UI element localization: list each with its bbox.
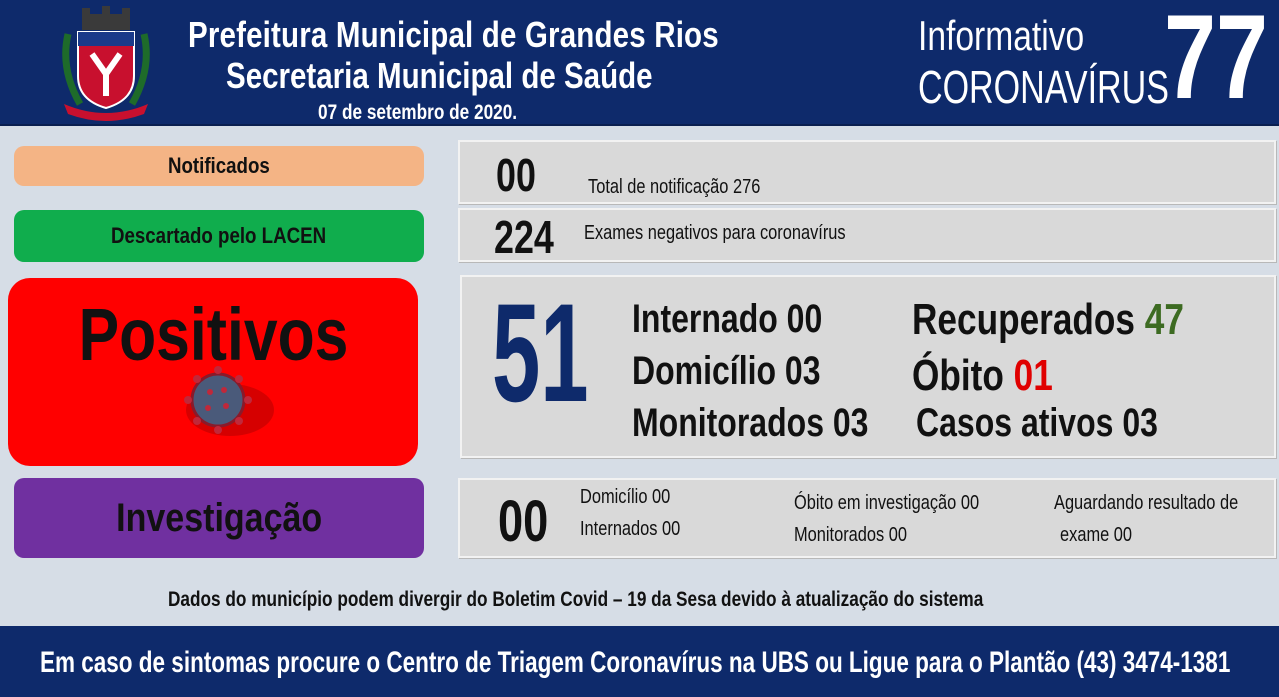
investigacao-panel: 00 Domicílio 00 Internados 00 Óbito em i… (458, 478, 1276, 558)
notificados-panel: 00 Total de notificação 276 (458, 140, 1276, 204)
internado-count: Internado 00 (632, 297, 823, 341)
positivos-label: Positivos (78, 293, 348, 376)
municipal-crest-icon (62, 6, 150, 121)
inv-domicilio: Domicílio 00 (580, 486, 671, 508)
casos-ativos-count: Casos ativos 03 (916, 401, 1158, 445)
investigacao-label-box: Investigação (14, 478, 424, 558)
bulletin-number: 77 (1164, 0, 1269, 124)
disclaimer-note: Dados do município podem divergir do Bol… (168, 588, 984, 611)
obito-row: Óbito 01 (912, 351, 1053, 401)
positivos-panel: 51 Internado 00 Domicílio 03 Monitorados… (460, 275, 1276, 458)
inv-obito: Óbito em investigação 00 (794, 492, 980, 514)
descartado-detail: Exames negativos para coronavírus (584, 222, 846, 244)
prefeitura-title: Prefeitura Municipal de Grandes Rios (188, 14, 719, 55)
header-banner: Prefeitura Municipal de Grandes Rios Sec… (0, 0, 1279, 126)
notificados-label: Notificados (168, 153, 270, 178)
monitorados-count: Monitorados 03 (632, 401, 869, 445)
footer-contact-text: Em caso de sintomas procure o Centro de … (40, 646, 1231, 679)
recuperados-row: Recuperados 47 (912, 295, 1184, 345)
positivos-label-box: Positivos (8, 278, 418, 466)
secretaria-title: Secretaria Municipal de Saúde (226, 55, 653, 96)
investigacao-label: Investigação (116, 495, 322, 540)
footer-banner: Em caso de sintomas procure o Centro de … (0, 626, 1279, 697)
inv-monitorados: Monitorados 00 (794, 524, 908, 546)
inv-aguardando-line2: exame 00 (1060, 524, 1133, 546)
inv-aguardando-line1: Aguardando resultado de (1054, 492, 1239, 514)
notificados-label-box: Notificados (14, 146, 424, 186)
notificados-total: Total de notificação 276 (588, 176, 761, 198)
coronavirus-icon (184, 366, 274, 436)
recuperados-value: 47 (1144, 295, 1184, 344)
bulletin-date: 07 de setembro de 2020. (318, 101, 518, 124)
coronavirus-label: CORONAVÍRUS (918, 61, 1169, 113)
positivos-value: 51 (492, 274, 589, 431)
inv-internados: Internados 00 (580, 518, 681, 540)
descartado-panel: 224 Exames negativos para coronavírus (458, 208, 1276, 263)
recuperados-label: Recuperados (912, 295, 1136, 344)
descartado-label-box: Descartado pelo LACEN (14, 210, 424, 262)
notificados-value: 00 (496, 149, 536, 201)
investigacao-value: 00 (498, 489, 549, 554)
obito-label: Óbito (912, 351, 1004, 400)
descartado-value: 224 (494, 211, 554, 263)
positivos-label-wrap: Positivos (8, 292, 418, 377)
domicilio-count: Domicílio 03 (632, 349, 821, 393)
obito-value: 01 (1013, 351, 1053, 400)
descartado-label: Descartado pelo LACEN (111, 223, 327, 248)
informativo-label: Informativo (918, 12, 1085, 59)
